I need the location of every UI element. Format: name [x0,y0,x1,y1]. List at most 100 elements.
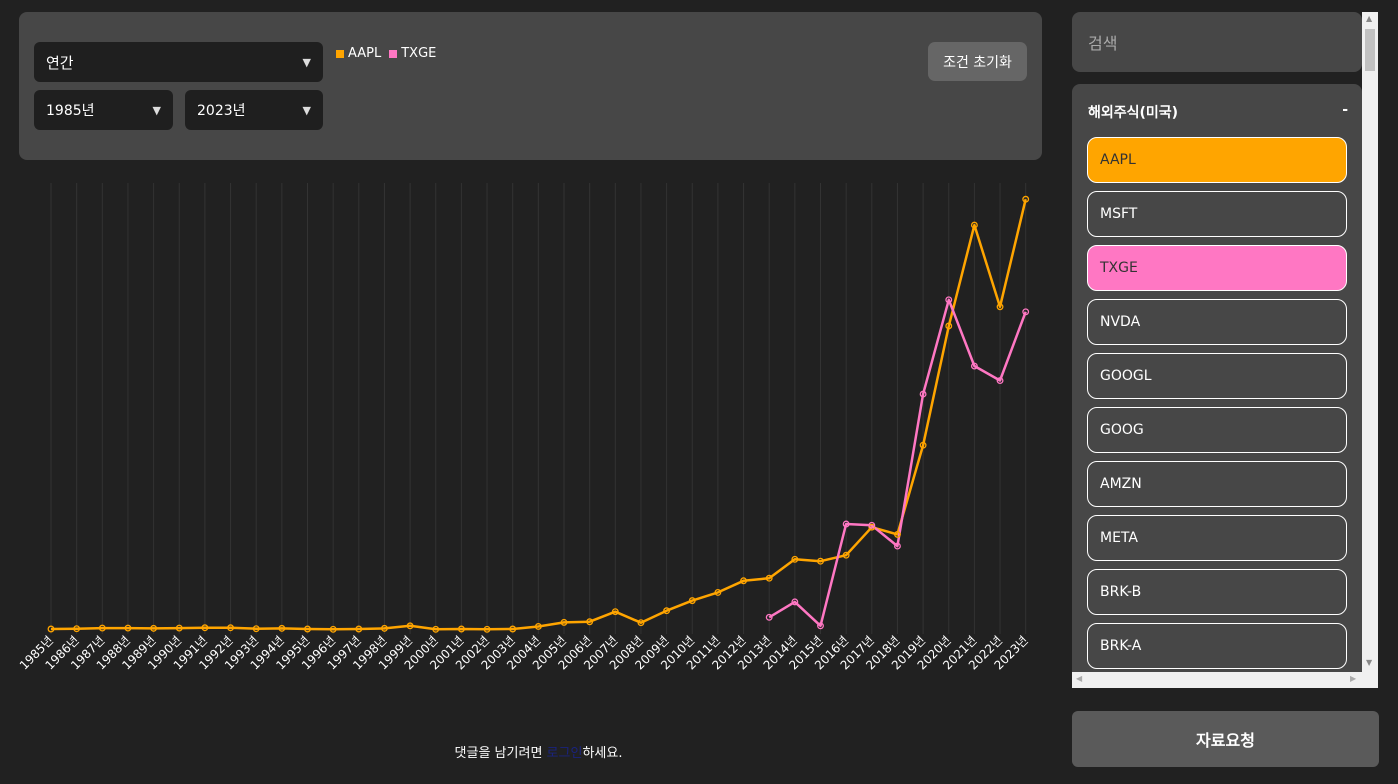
data-point-aapl [98,624,106,632]
stock-button-label: GOOG [1100,422,1144,438]
data-point-aapl [304,625,311,633]
data-point-aapl [534,623,542,630]
reset-button[interactable]: 조건 초기화 [928,42,1027,81]
data-point-aapl [740,577,747,585]
start-year-value: 1985년 [46,103,95,119]
stock-button-txge[interactable]: TXGE [1087,245,1347,291]
login-prompt-prefix: 댓글을 남기려면 [454,746,547,761]
data-point-aapl [509,625,517,633]
chart-legend: AAPL TXGE [336,46,438,61]
series-line-txge [768,298,1027,628]
data-point-aapl [791,555,799,563]
data-point-aapl [278,624,286,632]
search-input[interactable]: 검색 [1072,12,1362,72]
data-point-aapl [945,322,953,330]
scroll-left-icon[interactable]: ◀ [1076,674,1083,683]
data-point-txge [1022,308,1030,316]
stock-button-amzn[interactable]: AMZN [1087,461,1347,507]
stock-button-msft[interactable]: MSFT [1087,191,1347,237]
search-placeholder: 검색 [1088,34,1118,53]
login-prompt-suffix: 하세요. [582,746,623,761]
end-year-value: 2023년 [197,103,246,119]
stock-list-panel: 해외주식(미국) - AAPL MSFT TXGE NVDA GOOGL GOOG AMZN… [1072,84,1362,674]
data-point-aapl [483,625,491,633]
data-point-txge [919,390,927,398]
data-point-aapl [663,607,671,615]
chart-grid [50,183,1027,634]
stock-button-goog[interactable]: GOOG [1087,407,1347,453]
login-prompt: 댓글을 남기려면 로그인하세요. [0,742,1077,761]
data-point-aapl [688,597,696,605]
data-point-aapl [586,618,594,626]
data-point-txge [868,521,876,529]
data-point-aapl [842,551,850,559]
legend-label: AAPL [348,46,382,61]
data-point-aapl [996,303,1004,311]
data-point-txge [765,613,773,621]
stock-button-label: TXGE [1100,260,1138,276]
data-point-aapl [73,625,81,633]
filter-panel: 연간 ▼ 1985년 ▼ 2023년 ▼ [19,12,1042,160]
data-point-aapl [457,625,465,633]
data-point-aapl [637,619,645,627]
data-point-aapl [817,557,824,565]
data-point-aapl [227,624,234,632]
data-point-aapl [252,625,260,633]
stock-button-nvda[interactable]: NVDA [1087,299,1347,345]
legend-item-aapl[interactable]: AAPL [336,46,381,61]
data-point-aapl [970,221,978,229]
stock-button-label: MSFT [1100,206,1138,222]
data-point-txge [894,542,901,550]
stock-button-googl[interactable]: GOOGL [1087,353,1347,399]
data-point-aapl [919,441,927,449]
scrollbar-thumb[interactable] [1365,29,1375,71]
legend-swatch [336,49,344,58]
line-chart: 1985년1986년1987년1988년1989년1990년1991년1992년… [17,183,1031,673]
start-year-select[interactable]: 1985년 ▼ [34,90,173,130]
data-point-txge [842,520,850,528]
scroll-up-icon[interactable]: ▲ [1366,14,1373,23]
legend-item-txge[interactable]: TXGE [389,46,436,61]
period-select-value: 연간 [46,53,74,72]
legend-label: TXGE [401,46,437,61]
data-point-txge [791,598,799,606]
stock-button-brk-a[interactable]: BRK-A [1087,623,1347,669]
stock-button-label: AAPL [1100,152,1136,168]
horizontal-scrollbar[interactable]: ◀ ▶ [1072,672,1378,688]
request-data-button[interactable]: 자료요청 [1072,711,1379,767]
data-point-aapl [124,624,132,632]
stock-button-meta[interactable]: META [1087,515,1347,561]
data-point-aapl [611,608,619,616]
data-point-aapl [406,622,414,630]
chevron-down-icon: ▼ [302,55,311,69]
login-link[interactable]: 로그인 [546,746,583,761]
scroll-right-icon[interactable]: ▶ [1350,674,1357,683]
scroll-down-icon[interactable]: ▼ [1366,658,1373,667]
data-point-txge [817,622,824,630]
stock-group-header[interactable]: 해외주식(미국) - [1088,102,1348,122]
stock-button-label: BRK-B [1100,584,1142,600]
data-point-aapl [329,625,337,633]
series-line-aapl [50,198,1027,631]
collapse-toggle[interactable]: - [1342,102,1348,118]
chart-points [47,195,1030,633]
legend-swatch [389,49,398,58]
stock-group-title: 해외주식(미국) [1088,105,1179,121]
period-select[interactable]: 연간 ▼ [34,42,323,82]
stock-button-brk-b[interactable]: BRK-B [1087,569,1347,615]
chevron-down-icon: ▼ [152,103,161,117]
stock-button-aapl[interactable]: AAPL [1087,137,1347,183]
data-point-txge [970,362,978,370]
data-point-aapl [560,618,568,626]
data-point-aapl [714,588,722,596]
stock-button-label: AMZN [1100,476,1142,492]
stock-button-label: META [1100,530,1138,546]
stock-button-label: GOOGL [1100,368,1152,384]
stock-button-label: NVDA [1100,314,1141,330]
data-point-aapl [47,625,55,633]
stock-button-label: BRK-A [1100,638,1142,654]
data-point-aapl [765,574,773,582]
vertical-scrollbar[interactable]: ▲ ▼ [1362,12,1378,672]
end-year-select[interactable]: 2023년 ▼ [185,90,323,130]
chevron-down-icon: ▼ [302,103,311,117]
